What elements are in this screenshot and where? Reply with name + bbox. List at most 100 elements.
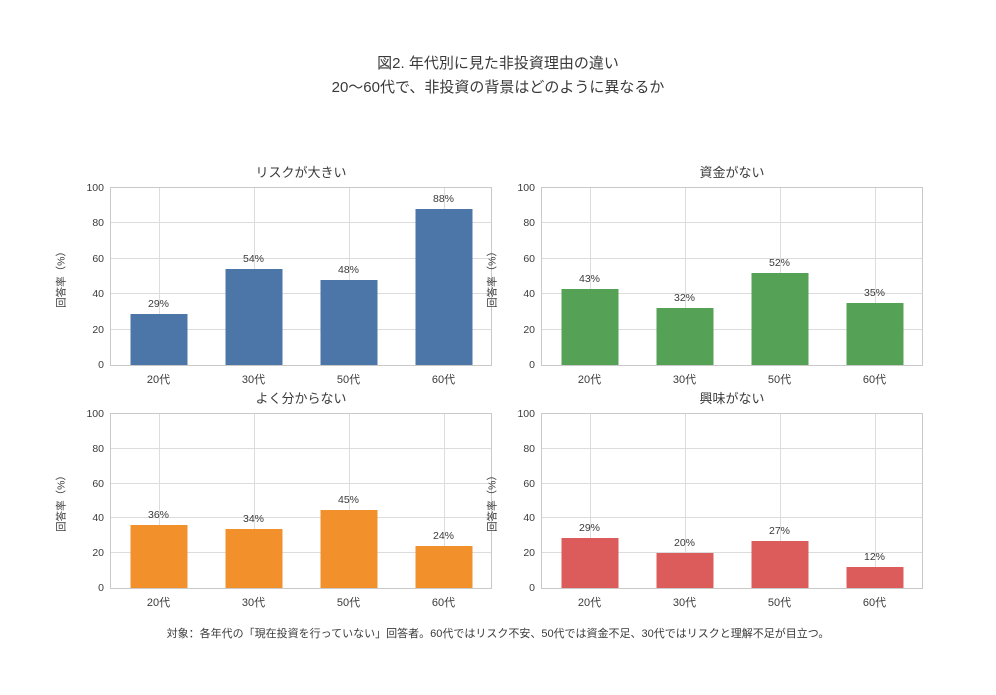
y-tick-label: 100 <box>517 182 535 194</box>
gridline-horizontal <box>542 257 922 259</box>
x-tick-label: 20代 <box>146 597 171 609</box>
bar-value-label: 24% <box>432 530 455 543</box>
bar-value-label: 27% <box>768 525 791 538</box>
bar-value-label: 29% <box>578 521 601 534</box>
y-tick-label: 80 <box>523 217 535 230</box>
x-tick-label: 30代 <box>672 597 697 609</box>
y-tick-label: 40 <box>523 288 535 301</box>
subplot-title: 資金がない <box>699 165 765 180</box>
gridline-vertical <box>443 414 445 588</box>
x-tick-label: 30代 <box>241 597 266 609</box>
subplot-no-funds: 資金がない 回答率（%） 0 20 40 60 80 100 43% 32% 52% 35% 20代… <box>487 165 923 386</box>
gridline-vertical <box>684 414 686 588</box>
gridline-horizontal <box>111 552 491 554</box>
bar <box>751 541 808 588</box>
y-tick-label: 0 <box>98 359 104 371</box>
y-tick-label: 0 <box>529 582 535 594</box>
figure-title: 図2. 年代別に見た非投資理由の違い <box>377 55 619 72</box>
bar-value-label: 43% <box>578 272 601 285</box>
bar <box>130 313 187 365</box>
x-tick-label: 30代 <box>672 374 697 386</box>
gridline-vertical <box>348 188 350 365</box>
subplot-no-interest: 興味がない 回答率（%） 0 20 40 60 80 100 29% 20% 27% 12% 20代… <box>487 391 923 609</box>
bar <box>846 567 903 588</box>
bar <box>415 209 472 365</box>
subplot-dont-understand: よく分からない 回答率（%） 0 20 40 60 80 100 36% 34% 45% 24% 2… <box>56 391 492 609</box>
y-tick-label: 100 <box>517 408 535 420</box>
subplot-title: よく分からない <box>255 391 347 406</box>
y-axis-label: 回答率（%） <box>55 470 68 532</box>
gridline-horizontal <box>111 482 491 484</box>
x-tick-label: 60代 <box>862 374 887 386</box>
bar-value-label: 20% <box>673 537 696 550</box>
bar <box>561 537 618 588</box>
bar <box>415 546 472 588</box>
x-tick-label: 60代 <box>862 597 887 609</box>
y-tick-label: 60 <box>92 477 104 490</box>
gridline-horizontal <box>111 257 491 259</box>
x-tick-label: 30代 <box>241 374 266 386</box>
gridline-horizontal <box>542 447 922 449</box>
gridline-horizontal <box>542 482 922 484</box>
gridline-vertical <box>158 188 160 365</box>
gridline-vertical <box>158 414 160 588</box>
bar-value-label: 88% <box>432 193 455 206</box>
gridline-horizontal <box>111 293 491 295</box>
subplot-title: リスクが大きい <box>255 165 347 180</box>
bar-value-label: 12% <box>863 551 886 564</box>
y-tick-label: 20 <box>92 323 104 336</box>
bar <box>130 525 187 588</box>
y-tick-label: 100 <box>86 408 104 420</box>
y-tick-label: 80 <box>523 442 535 455</box>
bar <box>561 288 618 365</box>
gridline-horizontal <box>111 328 491 330</box>
x-tick-label: 20代 <box>577 597 602 609</box>
bar <box>320 509 377 588</box>
gridline-vertical <box>779 414 781 588</box>
x-tick-label: 50代 <box>767 597 792 609</box>
x-tick-label: 20代 <box>577 374 602 386</box>
bar-value-label: 52% <box>768 256 791 269</box>
x-tick-label: 50代 <box>336 374 361 386</box>
y-tick-label: 60 <box>523 252 535 265</box>
figure-subtitle: 20〜60代で、非投資の背景はどのように異なるか <box>331 79 665 96</box>
gridline-horizontal <box>111 222 491 224</box>
bar <box>656 553 713 588</box>
bar <box>225 269 282 365</box>
gridline-horizontal <box>542 222 922 224</box>
bar-value-label: 54% <box>242 253 265 266</box>
x-tick-label: 60代 <box>431 597 456 609</box>
x-tick-label: 50代 <box>767 374 792 386</box>
bar-value-label: 29% <box>147 297 170 310</box>
gridline-vertical <box>589 414 591 588</box>
bar <box>751 272 808 365</box>
y-axis-label: 回答率（%） <box>486 470 499 532</box>
y-tick-label: 0 <box>529 359 535 371</box>
subplot-title: 興味がない <box>699 391 765 406</box>
bar-value-label: 45% <box>337 493 360 506</box>
y-axis-label: 回答率（%） <box>55 245 68 308</box>
y-tick-label: 60 <box>523 477 535 490</box>
bar-value-label: 32% <box>673 292 696 305</box>
gridline-vertical <box>874 188 876 365</box>
bar-value-label: 36% <box>147 509 170 522</box>
gridline-horizontal <box>542 552 922 554</box>
footnote: 対象：各年代の「現在投資を行っていない」回答者。60代ではリスク不安、50代では… <box>166 628 830 640</box>
bar <box>225 528 282 588</box>
gridline-vertical <box>348 414 350 588</box>
gridline-horizontal <box>542 517 922 519</box>
gridline-horizontal <box>542 328 922 330</box>
gridline-horizontal <box>111 517 491 519</box>
y-tick-label: 0 <box>98 582 104 594</box>
y-tick-label: 20 <box>523 547 535 560</box>
y-tick-label: 80 <box>92 217 104 230</box>
y-tick-label: 40 <box>92 512 104 525</box>
bar-value-label: 48% <box>337 264 360 277</box>
y-axis-label: 回答率（%） <box>486 245 499 308</box>
x-tick-label: 50代 <box>336 597 361 609</box>
x-tick-label: 60代 <box>431 374 456 386</box>
bar <box>320 280 377 365</box>
bar-value-label: 35% <box>863 287 886 300</box>
y-tick-label: 100 <box>86 182 104 194</box>
subplot-risk: リスクが大きい 回答率（%） 0 20 40 60 80 100 29% 54% 48% 88% 2… <box>56 165 492 386</box>
